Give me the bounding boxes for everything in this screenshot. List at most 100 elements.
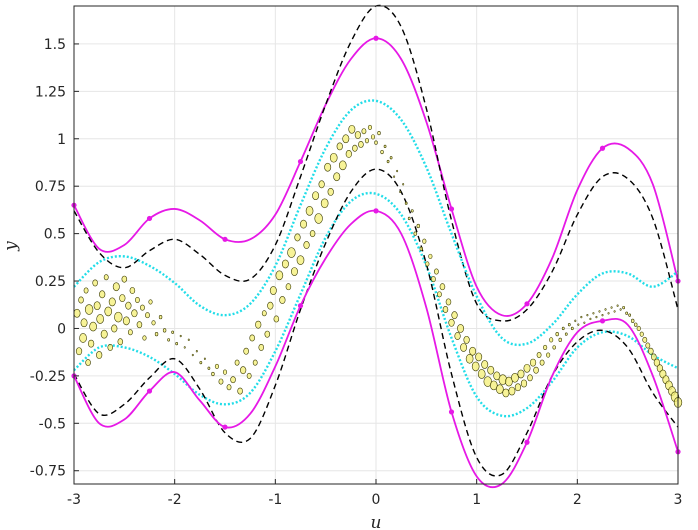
scatter-point (218, 378, 224, 385)
scatter-point (460, 343, 468, 352)
scatter-point (211, 371, 215, 377)
y-tick-label: -0.5 (39, 416, 66, 432)
scatter-point (601, 313, 604, 317)
scatter-point (604, 308, 607, 311)
scatter-point (167, 338, 170, 342)
scatter-point (505, 376, 513, 387)
scatter-point (419, 246, 424, 251)
scatter-point (127, 329, 133, 336)
scatter-point (517, 369, 525, 379)
scatter-point (511, 372, 519, 383)
scatter-point (607, 312, 610, 315)
scatter-point (129, 287, 136, 294)
scatter-point (361, 128, 367, 135)
scatter-point (422, 238, 427, 244)
scatter-point (267, 301, 274, 310)
line-marker (297, 158, 304, 165)
scatter-point (496, 384, 504, 394)
line-marker (222, 236, 228, 242)
scatter-point (533, 366, 539, 374)
inner-band-line (73, 191, 679, 418)
scatter-point (100, 329, 108, 339)
scatter-point (252, 359, 258, 366)
scatter-point (402, 183, 405, 186)
scatter-point (570, 326, 574, 331)
scatter-point (203, 357, 206, 361)
scatter-point (234, 359, 240, 366)
scatter-point (425, 261, 430, 267)
scatter-point (305, 206, 314, 216)
scatter-point (79, 333, 87, 343)
scatter-point (300, 219, 307, 229)
scatter-point (589, 317, 592, 321)
scatter-point (125, 301, 132, 310)
scatter-point (140, 304, 145, 311)
scatter-point (83, 287, 89, 294)
scatter-point (586, 313, 589, 317)
line-marker (599, 318, 606, 324)
scatter-point (255, 320, 262, 329)
line-marker (146, 215, 153, 222)
scatter-point (543, 344, 548, 350)
scatter-point (613, 310, 616, 313)
scatter-point (539, 359, 545, 366)
scatter-point (131, 309, 138, 318)
scatter-point (380, 149, 384, 155)
scatter-point (191, 353, 194, 357)
scatter-point (352, 144, 358, 152)
scatter-point (567, 323, 571, 327)
scatter-point (610, 306, 613, 309)
scatter-point (622, 305, 625, 310)
scatter-point (463, 335, 470, 344)
line-marker (448, 206, 455, 212)
scatter-point (439, 283, 446, 291)
scatter-layer (73, 124, 683, 408)
scatter-point (142, 335, 147, 341)
y-tick-label: 0.5 (44, 227, 66, 243)
scatter-point (358, 141, 364, 148)
scatter-point (237, 387, 243, 395)
line-marker (524, 301, 530, 307)
scatter-point (598, 310, 601, 313)
x-tick-label: -1 (268, 492, 282, 508)
scatter-point (386, 159, 390, 164)
scatter-point (639, 331, 644, 337)
scatter-point (616, 304, 619, 307)
scatter-point (469, 346, 477, 356)
scatter-point (396, 169, 399, 173)
scatter-point (303, 241, 310, 249)
scatter-point (88, 339, 95, 348)
scatter-point (370, 134, 376, 140)
scatter-point (114, 311, 123, 323)
y-tick-label: -0.75 (30, 464, 66, 480)
scatter-point (136, 321, 143, 329)
scatter-point (261, 310, 267, 317)
scatter-point (481, 360, 489, 369)
scatter-point (103, 274, 109, 281)
scatter-point (312, 191, 320, 201)
line-marker (373, 208, 379, 214)
scatter-point (122, 316, 130, 326)
scatter-point (269, 286, 277, 295)
line-marker (524, 439, 530, 445)
x-tick-label: 2 (573, 492, 582, 508)
scatter-point (336, 142, 343, 151)
scatter-point (508, 386, 516, 396)
scatter-point (410, 209, 414, 213)
scatter-point (558, 337, 562, 342)
scatter-point (117, 338, 124, 346)
scatter-point (377, 130, 381, 136)
scatter-point (520, 379, 528, 388)
scatter-point (273, 315, 280, 323)
scatter-point (393, 175, 396, 178)
scatter-point (437, 291, 442, 298)
scatter-point (457, 324, 465, 333)
scatter-point (119, 294, 126, 303)
scatter-point (465, 354, 474, 364)
scatter-point (407, 216, 411, 221)
outer-band-line (73, 209, 679, 489)
scatter-point (80, 318, 88, 328)
scatter-point (93, 301, 101, 311)
scatter-point (111, 324, 118, 333)
line-marker (599, 145, 606, 151)
